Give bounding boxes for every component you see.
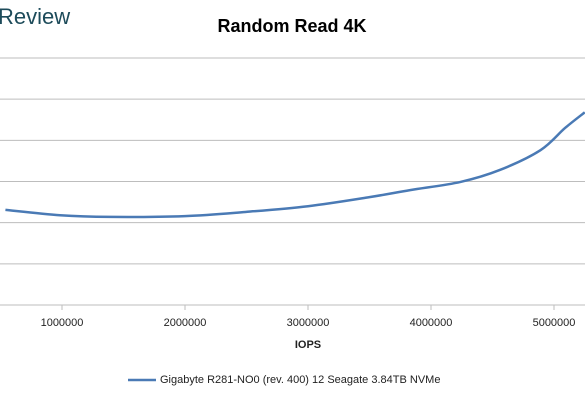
series-line xyxy=(5,111,585,219)
legend-label: Gigabyte R281-NO0 (rev. 400) 12 Seagate … xyxy=(160,374,440,386)
x-tick-label: 2000000 xyxy=(164,317,207,329)
x-tick-label: 4000000 xyxy=(410,317,453,329)
chart-title: Random Read 4K xyxy=(217,16,366,36)
x-tick-label: 3000000 xyxy=(287,317,330,329)
x-axis-label: IOPS xyxy=(295,339,321,351)
x-tick-label: 5000000 xyxy=(533,317,576,329)
brand-logo: Review xyxy=(0,4,70,29)
x-tick-label: 1000000 xyxy=(41,317,84,329)
